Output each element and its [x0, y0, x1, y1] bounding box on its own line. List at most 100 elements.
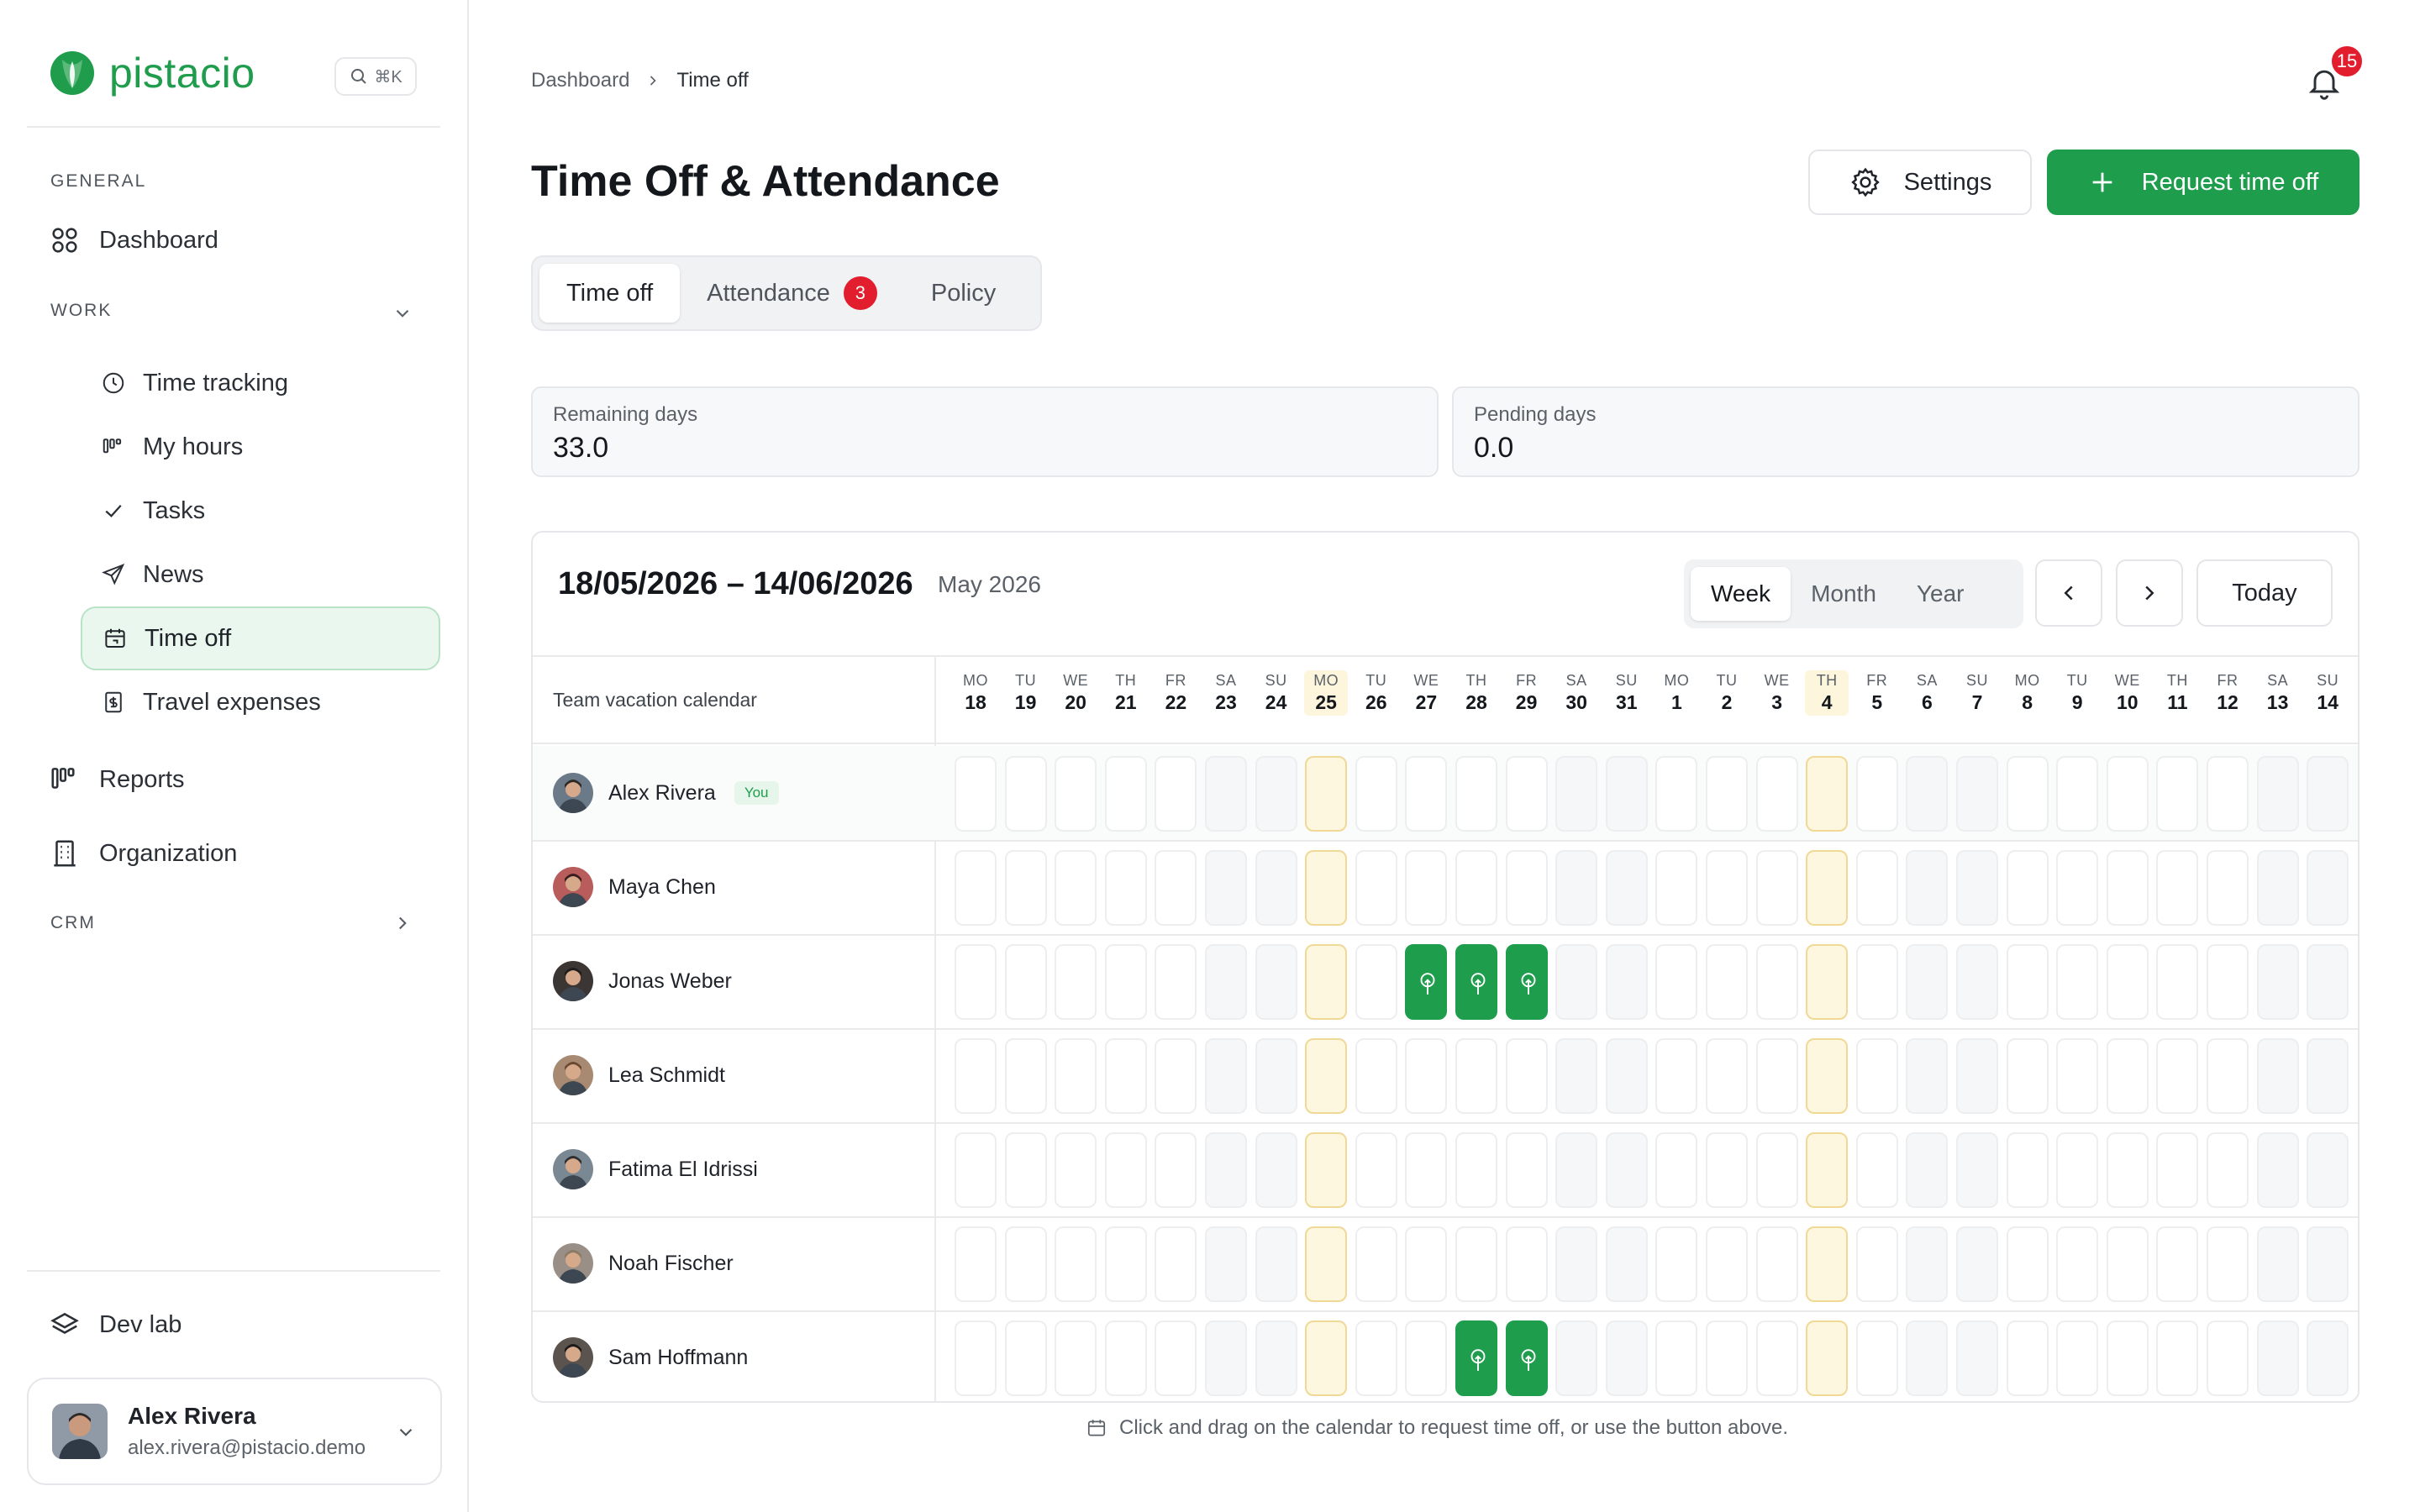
day-cell[interactable] [2056, 1132, 2099, 1208]
day-cell[interactable] [1706, 1320, 1748, 1396]
day-cell[interactable] [1405, 1038, 1448, 1114]
day-cell[interactable] [1155, 1038, 1197, 1114]
day-cell[interactable] [1255, 1320, 1297, 1396]
day-cell[interactable] [1055, 756, 1097, 832]
day-cell[interactable] [1455, 1132, 1497, 1208]
day-cell[interactable] [1305, 1038, 1348, 1114]
day-cell[interactable] [2256, 944, 2299, 1020]
day-cell[interactable] [1155, 944, 1197, 1020]
day-cell[interactable] [955, 944, 997, 1020]
day-cell[interactable] [1104, 1132, 1147, 1208]
day-cell[interactable] [955, 1226, 997, 1302]
day-cell[interactable] [2056, 850, 2099, 926]
day-cell[interactable] [1505, 1226, 1548, 1302]
day-cell[interactable] [2207, 850, 2249, 926]
day-cell[interactable] [2156, 1226, 2199, 1302]
day-cell[interactable] [1405, 1226, 1448, 1302]
day-cell[interactable] [1655, 756, 1698, 832]
day-cell[interactable] [1055, 1226, 1097, 1302]
day-cell[interactable] [1004, 1320, 1047, 1396]
day-cell[interactable] [2207, 756, 2249, 832]
day-cell[interactable] [955, 756, 997, 832]
day-cell[interactable] [1355, 850, 1397, 926]
member-name-cell[interactable]: Noah Fischer [553, 1216, 734, 1310]
day-cell[interactable] [1455, 756, 1497, 832]
day-cell[interactable] [2056, 1226, 2099, 1302]
day-cell[interactable] [1205, 850, 1247, 926]
day-cell[interactable] [1255, 756, 1297, 832]
day-cell[interactable] [2207, 1038, 2249, 1114]
day-cell[interactable] [2156, 1320, 2199, 1396]
member-name-cell[interactable]: Lea Schmidt [553, 1028, 725, 1122]
day-cell[interactable] [1956, 1226, 1998, 1302]
day-cell[interactable] [1255, 1226, 1297, 1302]
day-cell[interactable] [2307, 1132, 2349, 1208]
member-name-cell[interactable]: Fatima El Idrissi [553, 1122, 758, 1216]
day-cell[interactable] [2056, 944, 2099, 1020]
time-off-day-cell[interactable] [1455, 944, 1497, 1020]
day-cell[interactable] [1405, 1320, 1448, 1396]
day-cell[interactable] [955, 1320, 997, 1396]
day-cell[interactable] [1655, 1320, 1698, 1396]
day-cell[interactable] [1906, 1132, 1949, 1208]
day-cell[interactable] [2106, 1226, 2149, 1302]
day-cell[interactable] [1004, 1132, 1047, 1208]
day-cell[interactable] [1305, 1320, 1348, 1396]
day-cell[interactable] [1055, 1038, 1097, 1114]
view-week[interactable]: Week [1691, 567, 1791, 621]
day-cell[interactable] [2307, 944, 2349, 1020]
day-cell[interactable] [2106, 1038, 2149, 1114]
time-off-day-cell[interactable] [1455, 1320, 1497, 1396]
day-cell[interactable] [1104, 944, 1147, 1020]
nav-dev-lab[interactable]: Dev lab [49, 1309, 182, 1341]
day-cell[interactable] [1455, 1038, 1497, 1114]
day-cell[interactable] [1755, 850, 1798, 926]
day-cell[interactable] [2207, 1132, 2249, 1208]
nav-time-tracking[interactable]: Time tracking [81, 351, 440, 415]
day-cell[interactable] [1104, 1320, 1147, 1396]
search-button[interactable]: ⌘K [334, 57, 417, 96]
time-off-day-cell[interactable] [1505, 944, 1548, 1020]
day-cell[interactable] [1755, 756, 1798, 832]
day-cell[interactable] [1956, 944, 1998, 1020]
day-cell[interactable] [1855, 1132, 1898, 1208]
day-cell[interactable] [1855, 1226, 1898, 1302]
day-cell[interactable] [1755, 1132, 1798, 1208]
day-cell[interactable] [2256, 850, 2299, 926]
member-name-cell[interactable]: Maya Chen [553, 840, 716, 934]
tab-time-off[interactable]: Time off [539, 264, 681, 323]
day-cell[interactable] [2056, 1038, 2099, 1114]
day-cell[interactable] [1855, 944, 1898, 1020]
day-cell[interactable] [1655, 944, 1698, 1020]
day-cell[interactable] [1505, 1132, 1548, 1208]
day-cell[interactable] [1906, 850, 1949, 926]
bell-icon[interactable] [2306, 64, 2343, 101]
day-cell[interactable] [1305, 944, 1348, 1020]
day-cell[interactable] [1104, 850, 1147, 926]
day-cell[interactable] [2207, 1226, 2249, 1302]
day-cell[interactable] [1355, 1038, 1397, 1114]
day-cell[interactable] [1004, 850, 1047, 926]
day-cell[interactable] [1605, 944, 1648, 1020]
chevron-down-icon[interactable] [392, 302, 413, 324]
day-cell[interactable] [1505, 850, 1548, 926]
day-cell[interactable] [1405, 756, 1448, 832]
time-off-day-cell[interactable] [1505, 1320, 1548, 1396]
day-cell[interactable] [1004, 1226, 1047, 1302]
day-cell[interactable] [1104, 756, 1147, 832]
day-cell[interactable] [1655, 850, 1698, 926]
day-cell[interactable] [1755, 1038, 1798, 1114]
day-cell[interactable] [955, 1038, 997, 1114]
tab-policy[interactable]: Policy [930, 279, 997, 307]
day-cell[interactable] [1855, 756, 1898, 832]
day-cell[interactable] [1055, 1132, 1097, 1208]
request-time-off-button[interactable]: Request time off [2047, 150, 2360, 215]
day-cell[interactable] [2106, 850, 2149, 926]
day-cell[interactable] [1155, 756, 1197, 832]
day-cell[interactable] [1505, 1038, 1548, 1114]
prev-button[interactable] [2035, 559, 2102, 627]
day-cell[interactable] [2207, 1320, 2249, 1396]
day-cell[interactable] [1004, 1038, 1047, 1114]
day-cell[interactable] [1555, 756, 1598, 832]
day-cell[interactable] [1956, 756, 1998, 832]
